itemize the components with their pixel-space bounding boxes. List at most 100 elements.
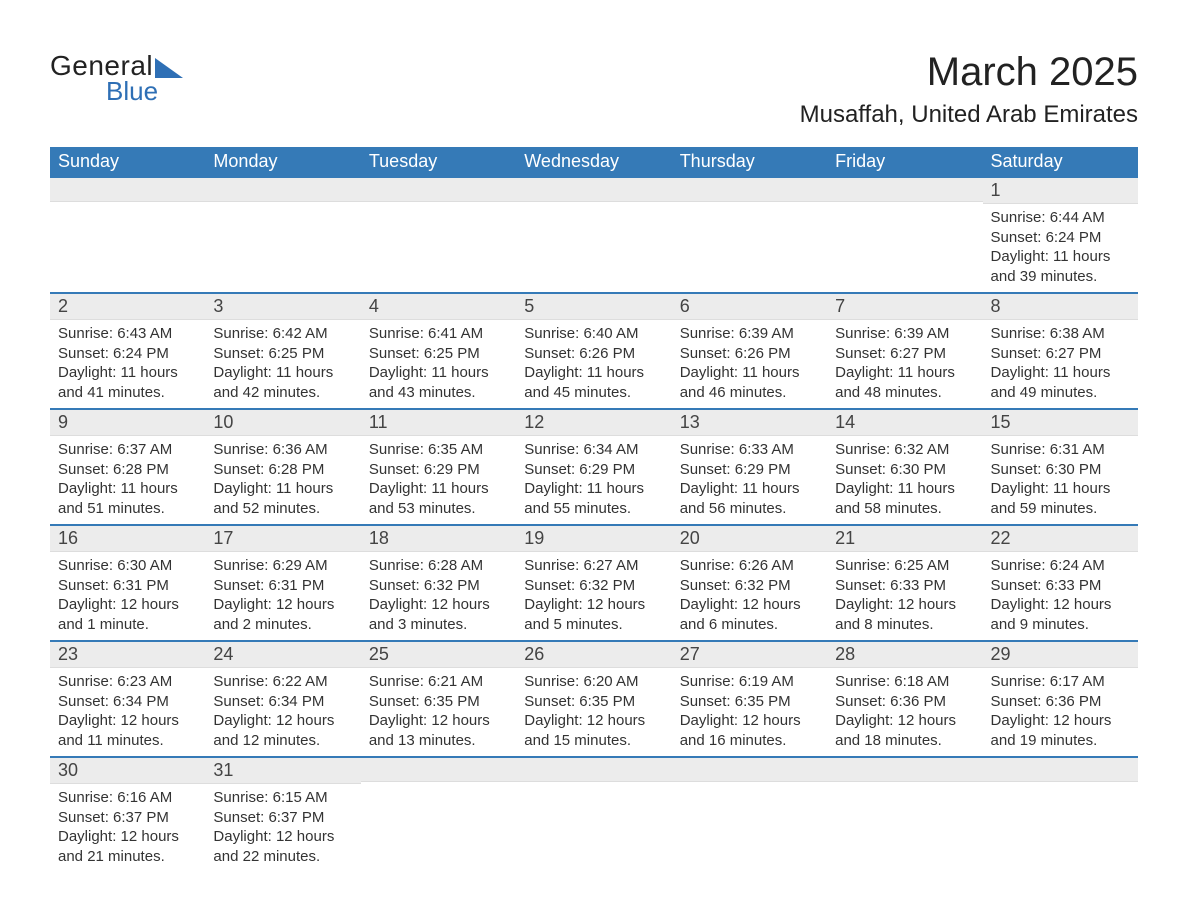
day-details-empty: [50, 202, 205, 290]
daylight-text: Daylight: 11 hours and 51 minutes.: [58, 479, 197, 518]
daylight-text: Daylight: 11 hours and 52 minutes.: [213, 479, 352, 518]
sunset-text: Sunset: 6:31 PM: [58, 576, 197, 596]
sunrise-text: Sunrise: 6:44 AM: [991, 208, 1130, 228]
daylight-text: Daylight: 12 hours and 12 minutes.: [213, 711, 352, 750]
logo-triangle-icon: [155, 58, 183, 78]
sunset-text: Sunset: 6:28 PM: [213, 460, 352, 480]
day-details-empty: [672, 202, 827, 290]
day-number: 29: [983, 642, 1138, 668]
daylight-text: Daylight: 11 hours and 39 minutes.: [991, 247, 1130, 286]
day-number: 10: [205, 410, 360, 436]
calendar-cell: 17Sunrise: 6:29 AMSunset: 6:31 PMDayligh…: [205, 525, 360, 641]
day-number: 18: [361, 526, 516, 552]
calendar-cell: 31Sunrise: 6:15 AMSunset: 6:37 PMDayligh…: [205, 757, 360, 872]
sunrise-text: Sunrise: 6:43 AM: [58, 324, 197, 344]
day-details-empty: [827, 782, 982, 792]
sunset-text: Sunset: 6:29 PM: [524, 460, 663, 480]
day-number: [361, 178, 516, 202]
sunrise-text: Sunrise: 6:28 AM: [369, 556, 508, 576]
day-details: Sunrise: 6:34 AMSunset: 6:29 PMDaylight:…: [516, 436, 671, 524]
day-number: 7: [827, 294, 982, 320]
daylight-text: Daylight: 12 hours and 11 minutes.: [58, 711, 197, 750]
calendar-cell: 12Sunrise: 6:34 AMSunset: 6:29 PMDayligh…: [516, 409, 671, 525]
daylight-text: Daylight: 11 hours and 42 minutes.: [213, 363, 352, 402]
sunrise-text: Sunrise: 6:24 AM: [991, 556, 1130, 576]
header: General Blue March 2025 Musaffah, United…: [50, 50, 1138, 129]
sunrise-text: Sunrise: 6:42 AM: [213, 324, 352, 344]
calendar-cell: 6Sunrise: 6:39 AMSunset: 6:26 PMDaylight…: [672, 293, 827, 409]
calendar-cell: [827, 177, 982, 293]
daylight-text: Daylight: 12 hours and 2 minutes.: [213, 595, 352, 634]
sunset-text: Sunset: 6:35 PM: [680, 692, 819, 712]
day-details: Sunrise: 6:37 AMSunset: 6:28 PMDaylight:…: [50, 436, 205, 524]
sunset-text: Sunset: 6:29 PM: [680, 460, 819, 480]
sunrise-text: Sunrise: 6:31 AM: [991, 440, 1130, 460]
sunset-text: Sunset: 6:35 PM: [369, 692, 508, 712]
day-details: Sunrise: 6:30 AMSunset: 6:31 PMDaylight:…: [50, 552, 205, 640]
day-header: Saturday: [983, 147, 1138, 177]
sunset-text: Sunset: 6:29 PM: [369, 460, 508, 480]
sunrise-text: Sunrise: 6:38 AM: [991, 324, 1130, 344]
calendar-cell: 28Sunrise: 6:18 AMSunset: 6:36 PMDayligh…: [827, 641, 982, 757]
sunset-text: Sunset: 6:24 PM: [991, 228, 1130, 248]
daylight-text: Daylight: 12 hours and 22 minutes.: [213, 827, 352, 866]
calendar-cell: 3Sunrise: 6:42 AMSunset: 6:25 PMDaylight…: [205, 293, 360, 409]
location-label: Musaffah, United Arab Emirates: [800, 101, 1138, 129]
day-number: 8: [983, 294, 1138, 320]
day-number: 31: [205, 758, 360, 784]
sunrise-text: Sunrise: 6:29 AM: [213, 556, 352, 576]
calendar-cell: 29Sunrise: 6:17 AMSunset: 6:36 PMDayligh…: [983, 641, 1138, 757]
sunset-text: Sunset: 6:30 PM: [991, 460, 1130, 480]
sunset-text: Sunset: 6:26 PM: [680, 344, 819, 364]
daylight-text: Daylight: 12 hours and 21 minutes.: [58, 827, 197, 866]
day-number: [983, 758, 1138, 782]
day-details-empty: [827, 202, 982, 290]
day-details: Sunrise: 6:23 AMSunset: 6:34 PMDaylight:…: [50, 668, 205, 756]
day-details: Sunrise: 6:32 AMSunset: 6:30 PMDaylight:…: [827, 436, 982, 524]
day-number: 6: [672, 294, 827, 320]
daylight-text: Daylight: 12 hours and 18 minutes.: [835, 711, 974, 750]
calendar-cell: 27Sunrise: 6:19 AMSunset: 6:35 PMDayligh…: [672, 641, 827, 757]
sunrise-text: Sunrise: 6:22 AM: [213, 672, 352, 692]
day-number: 25: [361, 642, 516, 668]
calendar-cell: 22Sunrise: 6:24 AMSunset: 6:33 PMDayligh…: [983, 525, 1138, 641]
daylight-text: Daylight: 12 hours and 1 minute.: [58, 595, 197, 634]
day-number: 4: [361, 294, 516, 320]
daylight-text: Daylight: 12 hours and 6 minutes.: [680, 595, 819, 634]
sunset-text: Sunset: 6:37 PM: [213, 808, 352, 828]
sunset-text: Sunset: 6:25 PM: [213, 344, 352, 364]
day-header: Wednesday: [516, 147, 671, 177]
daylight-text: Daylight: 11 hours and 53 minutes.: [369, 479, 508, 518]
daylight-text: Daylight: 11 hours and 59 minutes.: [991, 479, 1130, 518]
day-details-empty: [672, 782, 827, 792]
day-details: Sunrise: 6:27 AMSunset: 6:32 PMDaylight:…: [516, 552, 671, 640]
day-details: Sunrise: 6:17 AMSunset: 6:36 PMDaylight:…: [983, 668, 1138, 756]
calendar-header-row: Sunday Monday Tuesday Wednesday Thursday…: [50, 147, 1138, 177]
calendar-body: 1Sunrise: 6:44 AMSunset: 6:24 PMDaylight…: [50, 177, 1138, 872]
calendar-week-row: 23Sunrise: 6:23 AMSunset: 6:34 PMDayligh…: [50, 641, 1138, 757]
sunrise-text: Sunrise: 6:21 AM: [369, 672, 508, 692]
calendar-cell: 4Sunrise: 6:41 AMSunset: 6:25 PMDaylight…: [361, 293, 516, 409]
sunrise-text: Sunrise: 6:17 AM: [991, 672, 1130, 692]
sunrise-text: Sunrise: 6:36 AM: [213, 440, 352, 460]
calendar-week-row: 2Sunrise: 6:43 AMSunset: 6:24 PMDaylight…: [50, 293, 1138, 409]
calendar-cell: [205, 177, 360, 293]
daylight-text: Daylight: 11 hours and 58 minutes.: [835, 479, 974, 518]
day-number: [672, 178, 827, 202]
day-number: 3: [205, 294, 360, 320]
logo-text-blue: Blue: [106, 76, 158, 107]
daylight-text: Daylight: 11 hours and 45 minutes.: [524, 363, 663, 402]
day-details: Sunrise: 6:42 AMSunset: 6:25 PMDaylight:…: [205, 320, 360, 408]
calendar-cell: 20Sunrise: 6:26 AMSunset: 6:32 PMDayligh…: [672, 525, 827, 641]
sunset-text: Sunset: 6:33 PM: [835, 576, 974, 596]
day-header: Tuesday: [361, 147, 516, 177]
calendar-cell: 8Sunrise: 6:38 AMSunset: 6:27 PMDaylight…: [983, 293, 1138, 409]
day-details-empty: [516, 202, 671, 290]
daylight-text: Daylight: 11 hours and 55 minutes.: [524, 479, 663, 518]
calendar-cell: 23Sunrise: 6:23 AMSunset: 6:34 PMDayligh…: [50, 641, 205, 757]
day-number: [50, 178, 205, 202]
calendar-cell: 5Sunrise: 6:40 AMSunset: 6:26 PMDaylight…: [516, 293, 671, 409]
day-details: Sunrise: 6:18 AMSunset: 6:36 PMDaylight:…: [827, 668, 982, 756]
sunrise-text: Sunrise: 6:35 AM: [369, 440, 508, 460]
daylight-text: Daylight: 11 hours and 49 minutes.: [991, 363, 1130, 402]
